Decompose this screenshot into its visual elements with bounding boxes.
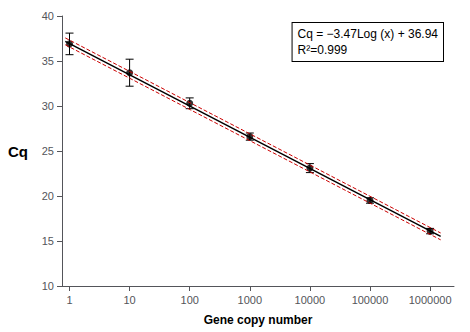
svg-text:10: 10 xyxy=(42,280,54,292)
svg-text:35: 35 xyxy=(42,55,54,67)
svg-text:100: 100 xyxy=(181,294,199,306)
svg-text:1000: 1000 xyxy=(238,294,262,306)
svg-text:10: 10 xyxy=(123,294,135,306)
svg-text:1000000: 1000000 xyxy=(409,294,452,306)
svg-text:R²=0.999: R²=0.999 xyxy=(298,43,348,57)
svg-text:15: 15 xyxy=(42,235,54,247)
svg-text:1: 1 xyxy=(66,294,72,306)
svg-text:20: 20 xyxy=(42,190,54,202)
svg-text:10000: 10000 xyxy=(295,294,326,306)
svg-text:25: 25 xyxy=(42,145,54,157)
svg-text:Gene copy number: Gene copy number xyxy=(204,313,313,327)
svg-text:100000: 100000 xyxy=(352,294,389,306)
svg-text:Cq = −3.47Log (x) + 36.94: Cq = −3.47Log (x) + 36.94 xyxy=(298,27,439,41)
svg-text:30: 30 xyxy=(42,100,54,112)
svg-text:Cq: Cq xyxy=(8,143,28,160)
svg-text:40: 40 xyxy=(42,10,54,22)
